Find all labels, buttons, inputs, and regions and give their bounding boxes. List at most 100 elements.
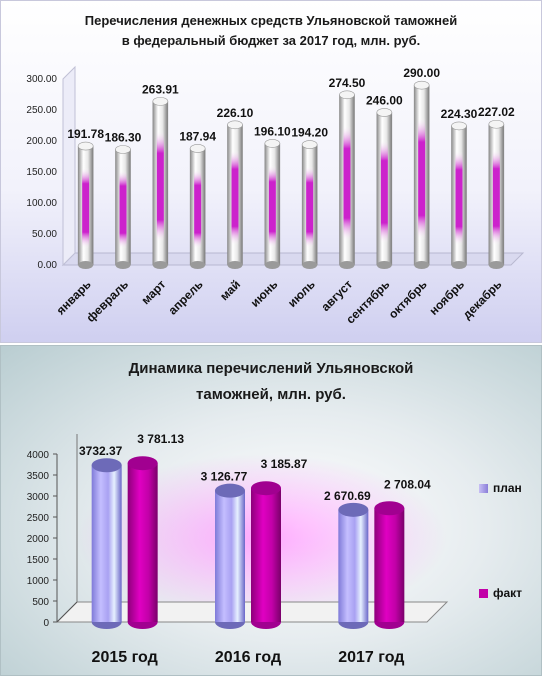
year-bar-top bbox=[215, 483, 245, 498]
month-value-label: 187.94 bbox=[179, 129, 216, 143]
month-bar-top bbox=[339, 90, 355, 100]
year-value-label: 2 670.69 bbox=[324, 489, 371, 503]
month-bar-top bbox=[451, 121, 467, 131]
y-tick-label: 1000 bbox=[27, 576, 50, 587]
month-bar-core bbox=[380, 139, 388, 244]
y-tick-label: 2000 bbox=[27, 534, 50, 545]
legend-item-plan: план bbox=[479, 481, 522, 495]
year-bar bbox=[215, 490, 245, 622]
dynamics-chart-svg: 0 500 1000 1500 2000 2500 3000 3500 4000 3732.37 3… bbox=[27, 432, 449, 666]
month-label: декабрь bbox=[460, 277, 505, 322]
month-value-label: 186.30 bbox=[105, 130, 142, 144]
year-label: 2015 год bbox=[92, 649, 158, 666]
y-tick-label: 3000 bbox=[27, 492, 50, 503]
month-label: октябрь bbox=[386, 277, 430, 321]
year-bar-top bbox=[338, 502, 369, 517]
y-tick-label: 4000 bbox=[27, 450, 50, 461]
month-label: июль bbox=[285, 277, 318, 310]
year-bar bbox=[251, 488, 281, 622]
legend-swatch-plan bbox=[479, 484, 488, 494]
month-bar-core bbox=[156, 130, 164, 243]
month-bar-core bbox=[306, 166, 314, 249]
dynamics-chart-title-text: Динамика перечислений Ульяновской таможн… bbox=[128, 360, 414, 403]
month-value-label: 290.00 bbox=[403, 66, 440, 80]
month-value-label: 194.20 bbox=[291, 126, 328, 140]
month-bar-core bbox=[418, 117, 426, 240]
y-tick-label: 1500 bbox=[27, 555, 50, 566]
y-tick-label: 300.00 bbox=[26, 74, 57, 85]
dynamics-chart-panel: Динамика перечислений Ульяновской таможн… bbox=[0, 345, 542, 676]
month-bar-core bbox=[231, 150, 239, 246]
y-tick-label: 250.00 bbox=[26, 105, 57, 116]
month-bar-top bbox=[152, 97, 169, 106]
year-bar-top bbox=[374, 501, 405, 516]
month-bar-base bbox=[376, 261, 392, 269]
year-value-label: 3732.37 bbox=[79, 444, 123, 458]
year-label: 2017 год bbox=[338, 649, 404, 666]
month-bar-top bbox=[77, 141, 94, 151]
monthly-chart-title: Перечисления денежных средств Ульяновско… bbox=[1, 11, 541, 51]
y-tick-label: 50.00 bbox=[32, 229, 57, 240]
y-tick-label: 100.00 bbox=[26, 198, 57, 209]
year-value-label: 3 126.77 bbox=[201, 470, 248, 484]
month-bar-top bbox=[301, 140, 318, 149]
year-value-label: 3 185.87 bbox=[261, 457, 308, 471]
month-bar-core bbox=[455, 150, 463, 246]
month-bar-base bbox=[152, 261, 168, 269]
year-value-label: 2 708.04 bbox=[384, 477, 431, 491]
year-value-label: 3 781.13 bbox=[137, 432, 184, 446]
month-bar-base bbox=[488, 261, 504, 269]
y-tick-label: 2500 bbox=[27, 513, 50, 524]
legend-swatch-fact bbox=[479, 589, 488, 599]
year-bar-top bbox=[251, 481, 281, 496]
year-bar-top bbox=[127, 456, 158, 471]
month-bar-base bbox=[190, 261, 206, 269]
month-bar-base bbox=[227, 261, 243, 269]
month-bar-core bbox=[119, 170, 127, 249]
month-bar-core bbox=[268, 165, 276, 248]
month-bar-top bbox=[488, 119, 505, 129]
month-bar-base bbox=[451, 261, 467, 269]
year-bar bbox=[338, 509, 369, 622]
month-label: март bbox=[138, 277, 168, 307]
year-bar bbox=[91, 465, 122, 622]
month-bar-core bbox=[343, 125, 351, 242]
month-label: апрель bbox=[166, 277, 206, 317]
legend-label-fact: факт bbox=[493, 586, 523, 600]
month-bar-base bbox=[339, 261, 355, 269]
monthly-chart-svg: 0.00 50.00 100.00 150.00 200.00 250.00 300.00 1… bbox=[26, 65, 525, 326]
year-bar bbox=[374, 508, 405, 622]
month-bar-base bbox=[78, 261, 94, 269]
month-bar-top bbox=[189, 144, 206, 153]
month-bar-core bbox=[492, 149, 500, 246]
month-bar-core bbox=[82, 167, 90, 249]
y-tick-label: 3500 bbox=[27, 471, 50, 482]
legend-label-plan: план bbox=[493, 481, 522, 495]
year-label: 2016 год bbox=[215, 649, 281, 666]
month-value-label: 196.10 bbox=[254, 124, 291, 138]
month-label: август bbox=[318, 277, 355, 314]
legend-item-fact: факт bbox=[479, 586, 522, 600]
plot-side-wall bbox=[62, 65, 76, 267]
month-value-label: 246.00 bbox=[366, 93, 403, 107]
month-bar-base bbox=[115, 261, 131, 269]
month-bar-base bbox=[264, 261, 280, 269]
month-value-label: 274.50 bbox=[329, 76, 366, 90]
month-value-label: 226.10 bbox=[217, 106, 254, 120]
y-tick-label: 200.00 bbox=[26, 136, 57, 147]
month-bar-base bbox=[414, 261, 430, 269]
y-tick-label: 500 bbox=[32, 597, 49, 608]
month-bar-base bbox=[302, 261, 318, 269]
year-bar-top bbox=[91, 458, 122, 473]
month-value-label: 224.30 bbox=[441, 107, 478, 121]
monthly-chart-title-line1: Перечисления денежных средств Ульяновско… bbox=[84, 13, 458, 28]
y-tick-label: 0.00 bbox=[38, 260, 58, 271]
month-bar-top bbox=[376, 108, 393, 117]
month-bar-core bbox=[194, 169, 202, 249]
month-bar-top bbox=[115, 145, 131, 154]
y-tick-label: 0 bbox=[43, 618, 49, 629]
y-axis-depth-line bbox=[56, 601, 78, 623]
month-bar-top bbox=[227, 120, 243, 130]
month-bar-top bbox=[413, 80, 430, 90]
month-bar-top bbox=[264, 139, 281, 148]
